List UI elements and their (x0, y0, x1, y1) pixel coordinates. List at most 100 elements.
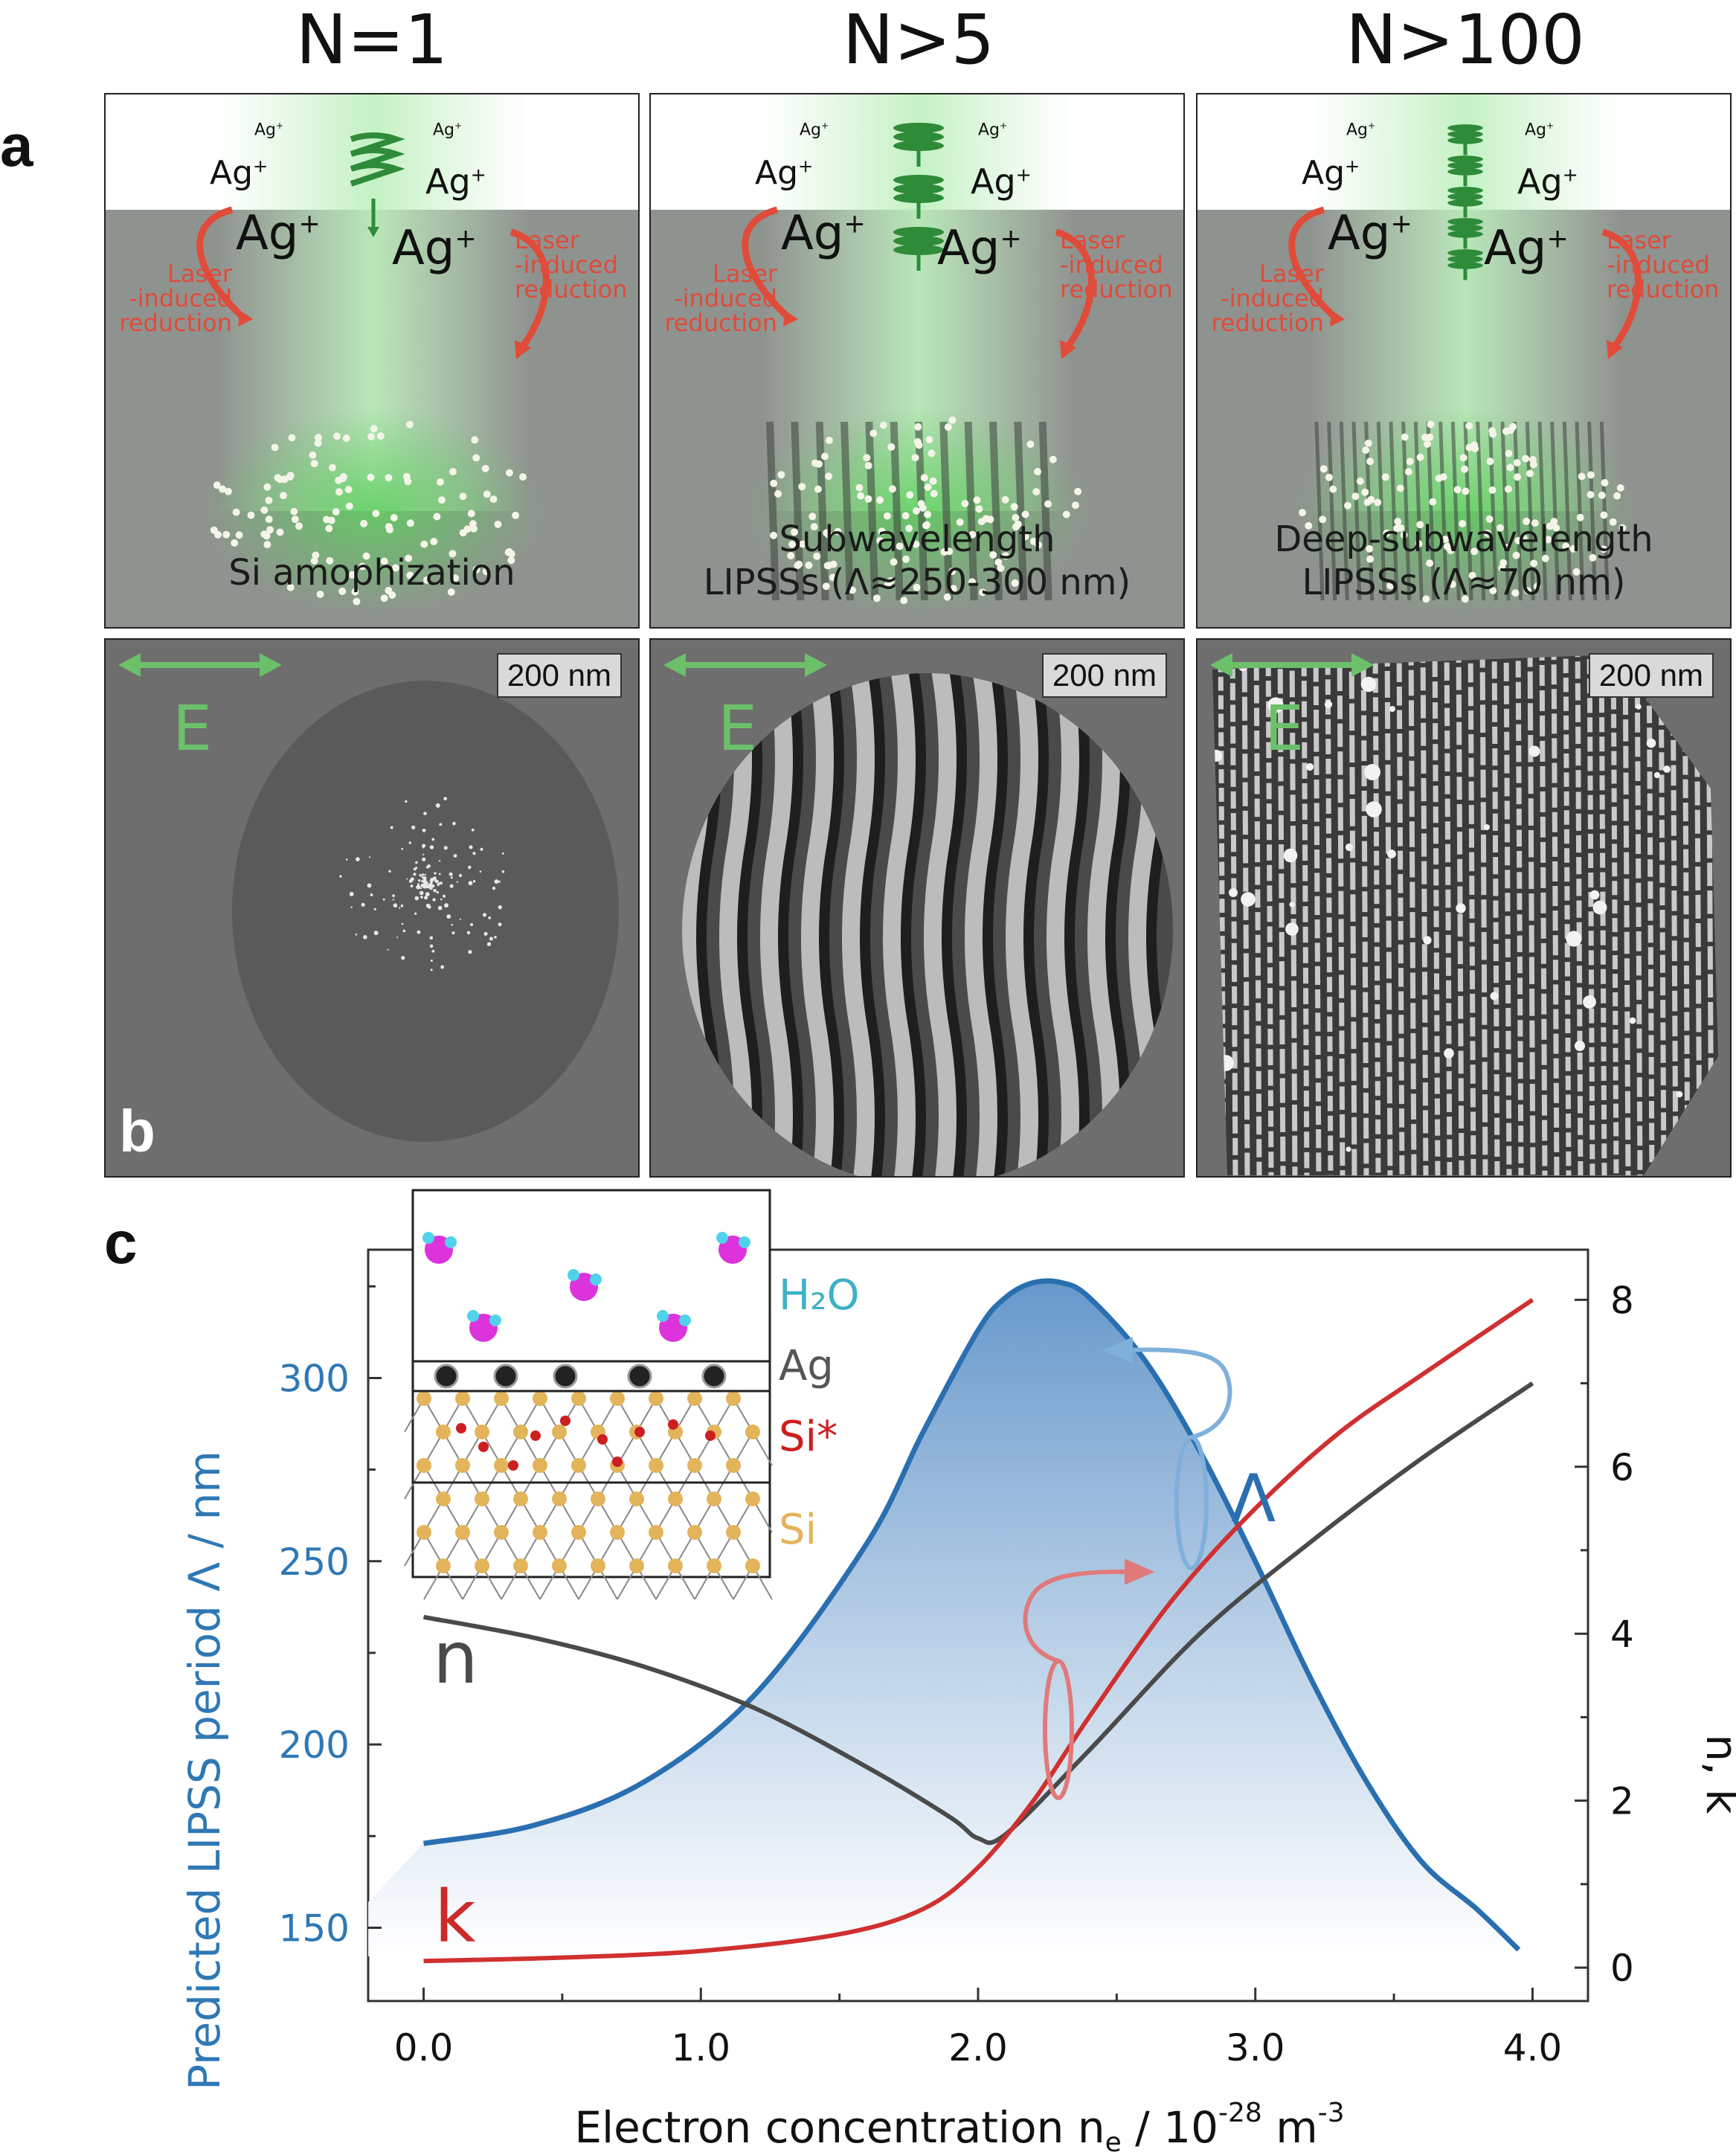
ag-ion-charge: + (798, 155, 814, 177)
ag-ion-label: Ag+ (1484, 221, 1569, 276)
ag-ion-charge: + (1000, 121, 1008, 131)
schematic-tile-n100: Ag+ Ag+ Ag+ Ag+ Ag+ Ag+ Laser -induced reduction… (1196, 93, 1732, 629)
laser-reduction-line: Laser (515, 226, 579, 254)
tile-caption-line: LIPSSs (Λ≈250-300 nm) (703, 561, 1131, 603)
ag-ion-charge: + (821, 121, 829, 131)
laser-reduction-label: Laser -induced reduction (1197, 262, 1324, 335)
y-left-tick-label: 150 (279, 1907, 350, 1950)
laser-reduction-line: reduction (1607, 275, 1720, 304)
laser-reduction-line: reduction (119, 309, 232, 337)
si-atom (513, 1425, 528, 1439)
water-hydrogen (445, 1236, 457, 1248)
ag-ion-label: Ag+ (800, 121, 829, 139)
laser-reduction-line: Laser (1259, 260, 1324, 288)
ag-ion-symbol: Ag (1302, 154, 1346, 192)
si-atom (475, 1558, 489, 1573)
ag-atom (434, 1364, 459, 1389)
si-star-atom (478, 1442, 489, 1452)
laser-reduction-line: Laser (713, 260, 777, 288)
tile-caption-line: LIPSSs (Λ≈70 nm) (1302, 561, 1626, 603)
series-line-n (422, 1381, 1534, 1846)
si-atom (417, 1458, 431, 1473)
ag-ion-charge: + (454, 121, 463, 131)
ag-ion-symbol: Ag (800, 121, 822, 140)
e-field-label: E (718, 692, 758, 765)
tile-caption: Subwavelength LIPSSs (Λ≈250-300 nm) (651, 518, 1183, 604)
ag-ion-symbol: Ag (1484, 221, 1547, 276)
inset-structure-diagram (404, 1189, 773, 1600)
si-star-atom (456, 1423, 466, 1433)
ag-ion-label: Ag+ (978, 121, 1007, 139)
laser-reduction-line: Laser (1607, 226, 1671, 254)
si-atom (533, 1391, 547, 1406)
ag-ion-symbol: Ag (210, 154, 254, 192)
ag-ion-label: Ag+ (392, 221, 477, 276)
y-left-tick-label: 250 (279, 1541, 350, 1584)
si-atom (629, 1491, 644, 1506)
ag-atom (553, 1364, 578, 1389)
e-field-arrow (660, 650, 831, 680)
y-right-tick-label: 0 (1610, 1947, 1634, 1990)
ag-ion-charge: + (1546, 223, 1569, 254)
si-atom (571, 1458, 586, 1473)
si-atom (494, 1525, 509, 1540)
laser-reduction-label: Laser -induced reduction (106, 262, 232, 335)
si-atom (417, 1391, 431, 1406)
si-atom (649, 1525, 663, 1540)
water-hydrogen (739, 1236, 750, 1248)
si-atom (455, 1458, 470, 1473)
y-right-axis-label: n, k (1697, 1734, 1736, 1814)
curve-label-n: n (433, 1616, 478, 1700)
y-right-tick-label: 6 (1610, 1446, 1634, 1489)
si-atom (687, 1458, 702, 1473)
si-atom (649, 1458, 663, 1473)
ag-ion-charge: + (298, 208, 321, 240)
si-atom (494, 1458, 509, 1473)
x-tick-label: 0.0 (394, 2026, 454, 2069)
scale-bar: 200 nm (496, 653, 622, 698)
laser-reduction-line: reduction (664, 309, 777, 337)
ag-ion-charge: + (1015, 164, 1032, 186)
e-field-label: E (173, 692, 213, 765)
si-star-atom (530, 1430, 541, 1441)
si-atom (707, 1491, 721, 1506)
si-atom (668, 1491, 683, 1506)
laser-reduction-line: -induced (1607, 251, 1710, 279)
laser-reduction-label: Laser -induced reduction (515, 226, 638, 302)
ag-ion-symbol: Ag (1517, 161, 1563, 202)
sem-image-n100: E 200 nm (1196, 638, 1732, 1178)
inset-label-h2o: H₂O (779, 1271, 860, 1320)
tile-caption: Deep-subwavelength LIPSSs (Λ≈70 nm) (1197, 518, 1730, 604)
si-atom (455, 1391, 470, 1406)
ag-ion-symbol: Ag (755, 154, 799, 192)
ag-ion-label: Ag+ (1302, 154, 1360, 192)
ag-ion-charge: + (470, 164, 486, 186)
si-atom (687, 1525, 702, 1540)
ag-ion-charge: + (1345, 155, 1360, 177)
ag-ion-symbol: Ag (937, 221, 1000, 276)
si-atom (533, 1525, 547, 1540)
ag-ion-symbol: Ag (781, 206, 844, 261)
sem-image-n5: E 200 nm (649, 638, 1185, 1178)
x-axis-label: Electron concentration ne / 10-28 m-3 (574, 2098, 1344, 2155)
ag-ion-charge: + (253, 155, 269, 177)
si-atom (436, 1491, 451, 1506)
ag-ion-symbol: Ag (1346, 121, 1369, 140)
ag-ion-symbol: Ag (425, 161, 471, 202)
si-atom (475, 1491, 489, 1506)
water-hydrogen (422, 1232, 434, 1244)
ag-ion-label: Ag+ (425, 161, 486, 202)
laser-reduction-label: Laser -induced reduction (1607, 226, 1730, 304)
x-tick-label: 3.0 (1226, 2026, 1285, 2069)
si-star-atom (668, 1419, 678, 1430)
water-hydrogen (716, 1232, 728, 1244)
ag-ion-label: Ag+ (1525, 121, 1554, 139)
si-atom (494, 1391, 509, 1406)
water-hydrogen (568, 1269, 579, 1281)
si-atom (726, 1458, 741, 1473)
laser-reduction-label: Laser -induced reduction (1060, 228, 1183, 302)
y-left-tick-label: 200 (279, 1724, 350, 1767)
si-atom (513, 1558, 528, 1573)
si-atom (707, 1558, 721, 1573)
si-atom (668, 1558, 683, 1573)
